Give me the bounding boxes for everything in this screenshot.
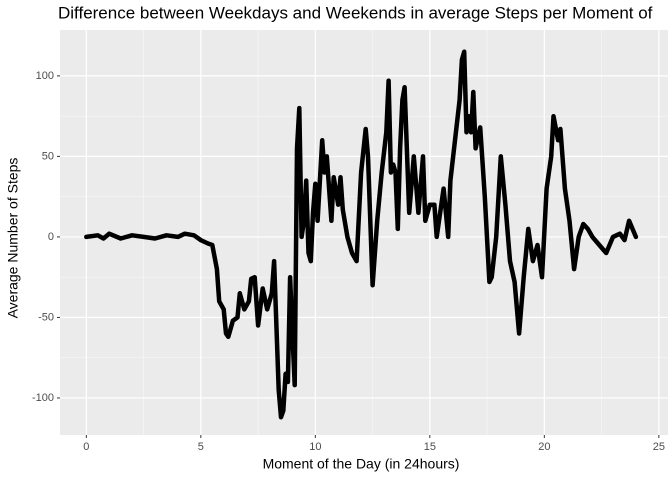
y-tick-label: -100 bbox=[32, 392, 54, 404]
x-tick-label: 5 bbox=[198, 441, 204, 453]
x-tick-label: 15 bbox=[424, 441, 436, 453]
y-tick-label: 0 bbox=[48, 231, 54, 243]
y-tick-label: 100 bbox=[36, 70, 54, 82]
x-tick-label: 0 bbox=[83, 441, 89, 453]
y-tick-label: -50 bbox=[38, 311, 54, 323]
y-axis-label: Average Number of Steps bbox=[5, 158, 21, 319]
y-tick-label: 50 bbox=[42, 150, 54, 162]
x-tick-label: 20 bbox=[538, 441, 550, 453]
x-tick-label: 10 bbox=[309, 441, 321, 453]
chart-title: Difference between Weekdays and Weekends… bbox=[58, 3, 653, 22]
panel bbox=[60, 30, 668, 435]
x-tick-label: 25 bbox=[653, 441, 665, 453]
x-axis-label: Moment of the Day (in 24hours) bbox=[263, 456, 460, 472]
data-line bbox=[84, 49, 639, 420]
